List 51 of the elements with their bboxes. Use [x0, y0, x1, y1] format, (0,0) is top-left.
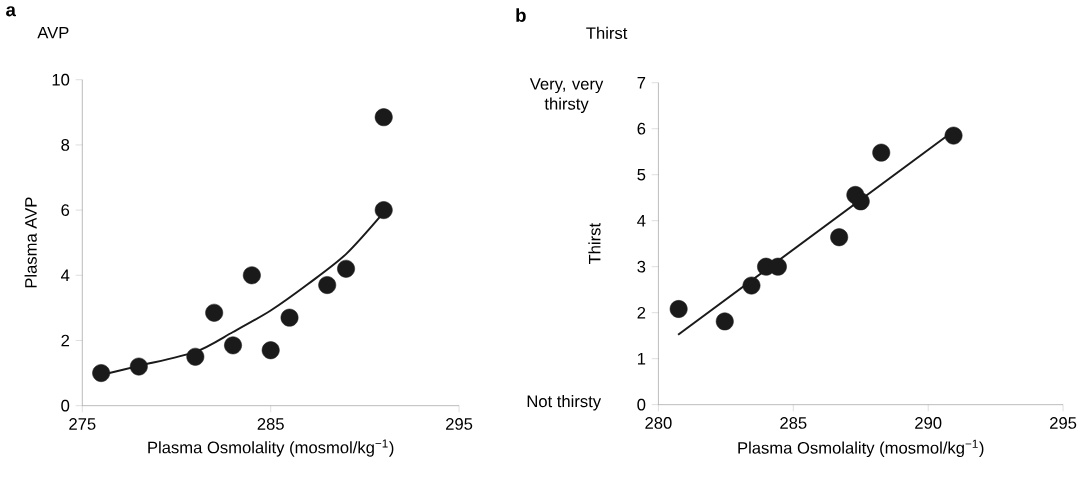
- point: [715, 312, 734, 331]
- point: [374, 108, 393, 126]
- y-tick-label: 6: [637, 122, 646, 135]
- point: [337, 259, 355, 278]
- x-tick-label: 295: [446, 417, 473, 430]
- point: [261, 341, 280, 359]
- y-tick-label: 10: [52, 73, 70, 86]
- x-tick-label: 290: [915, 416, 942, 429]
- point: [92, 363, 111, 382]
- point: [242, 266, 261, 285]
- point: [851, 192, 870, 211]
- y-tick-label: 0: [61, 399, 70, 412]
- x-axis-title: Plasma Osmolality (mosmol/kg$^{−1}$): [148, 439, 394, 457]
- point: [669, 299, 688, 318]
- text: Not thirsty: [527, 394, 602, 411]
- x-tick-label: 295: [1050, 416, 1077, 429]
- x-tick-label: 275: [69, 417, 96, 430]
- text: Very, very thirsty: [529, 78, 604, 113]
- point: [374, 201, 393, 219]
- point: [944, 126, 963, 145]
- y-tick-label: 4: [61, 269, 70, 281]
- point: [830, 228, 849, 246]
- y-axis-title: Thirst: [588, 222, 601, 264]
- y-axis-title: Plasma AVP: [24, 197, 37, 288]
- y-tick-label: 5: [637, 168, 646, 181]
- text: b: [516, 8, 526, 22]
- point: [872, 143, 891, 162]
- x-axis-title: Plasma Osmolality (mosmol/kg$^{−1}$): [738, 439, 984, 457]
- chart-title: Thirst: [586, 26, 628, 39]
- point: [186, 347, 205, 366]
- y-tick-label: 7: [637, 76, 646, 89]
- text: a: [6, 5, 17, 17]
- y-tick-label: 8: [61, 138, 70, 151]
- y-tick-label: 2: [61, 334, 70, 347]
- x-tick-label: 280: [645, 416, 672, 429]
- y-tick-label: 2: [637, 306, 646, 319]
- point: [205, 303, 224, 322]
- point: [224, 336, 242, 355]
- x-tick-label: 285: [780, 416, 807, 429]
- point: [318, 275, 337, 294]
- y-tick-label: 6: [61, 204, 70, 216]
- y-tick-label: 4: [637, 214, 646, 227]
- x-tick-label: 285: [257, 417, 284, 430]
- y-tick-label: 3: [637, 260, 646, 273]
- point: [280, 308, 299, 327]
- chart-title: AVP: [37, 26, 69, 39]
- point: [129, 357, 148, 376]
- point: [769, 257, 787, 276]
- y-tick-label: 1: [637, 352, 646, 365]
- y-tick-label: 0: [637, 398, 646, 411]
- point: [742, 276, 761, 295]
